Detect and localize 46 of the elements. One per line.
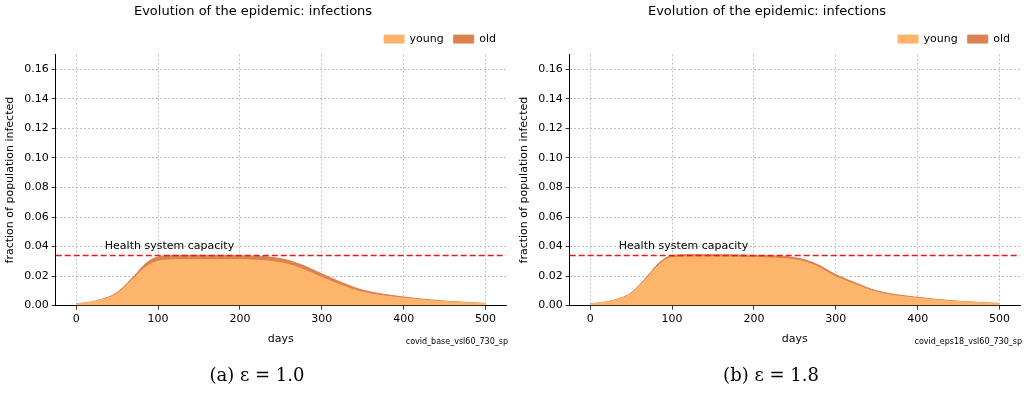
y-axis-title: fraction of population infected [517, 96, 531, 264]
x-tick-label: 200 [229, 312, 251, 326]
y-axis-title: fraction of population infected [3, 96, 17, 264]
text: covid_base_vsl60_730_sp [405, 336, 508, 346]
ref-line-label: Health system capacity [104, 238, 235, 252]
y-tick-label: 0.10 [24, 150, 49, 164]
y-tick-label: 0.00 [24, 298, 49, 312]
y-tick-label: 0.08 [24, 180, 49, 194]
x-tick-label: 100 [661, 312, 683, 326]
legend-label: old [479, 31, 497, 45]
legend-label: young [409, 31, 444, 45]
x-tick-label: 0 [72, 312, 80, 326]
ref-line-label: Health system capacity [618, 238, 749, 252]
y-tick-label: 0.10 [538, 150, 563, 164]
y-tick-label: 0.12 [24, 121, 49, 135]
chart-title: Evolution of the epidemic: infections [133, 3, 373, 19]
x-tick-label: 100 [147, 312, 169, 326]
text: (a) ε = 1.0 [208, 364, 306, 385]
y-tick-label: 0.04 [24, 239, 49, 253]
y-tick-label: 0.16 [538, 62, 563, 76]
y-tick-label: 0.06 [538, 209, 563, 223]
legend-label: old [993, 31, 1011, 45]
y-tick-label: 0.14 [24, 91, 49, 105]
x-tick-label: 500 [475, 312, 497, 326]
y-tick-label: 0.08 [538, 180, 563, 194]
y-tick-label: 0.02 [24, 268, 49, 282]
x-tick-label: 400 [907, 312, 929, 326]
x-tick-label: 400 [393, 312, 415, 326]
x-tick-label: 300 [311, 312, 333, 326]
y-tick-label: 0.16 [24, 62, 49, 76]
y-tick-label: 0.06 [24, 209, 49, 223]
x-axis-title: days [267, 332, 295, 346]
x-axis-title: days [781, 332, 809, 346]
text: covid_eps18_vsl60_730_sp [914, 336, 1022, 346]
y-tick-label: 0.00 [538, 298, 563, 312]
y-tick-label: 0.02 [538, 268, 563, 282]
y-tick-label: 0.04 [538, 239, 563, 253]
x-tick-label: 200 [743, 312, 765, 326]
x-tick-label: 300 [825, 312, 847, 326]
chart-title: Evolution of the epidemic: infections [647, 3, 887, 19]
x-tick-label: 500 [989, 312, 1011, 326]
legend-label: young [923, 31, 958, 45]
y-tick-label: 0.12 [538, 121, 563, 135]
text: (b) ε = 1.8 [722, 364, 820, 385]
x-tick-label: 0 [586, 312, 594, 326]
y-tick-label: 0.14 [538, 91, 563, 105]
